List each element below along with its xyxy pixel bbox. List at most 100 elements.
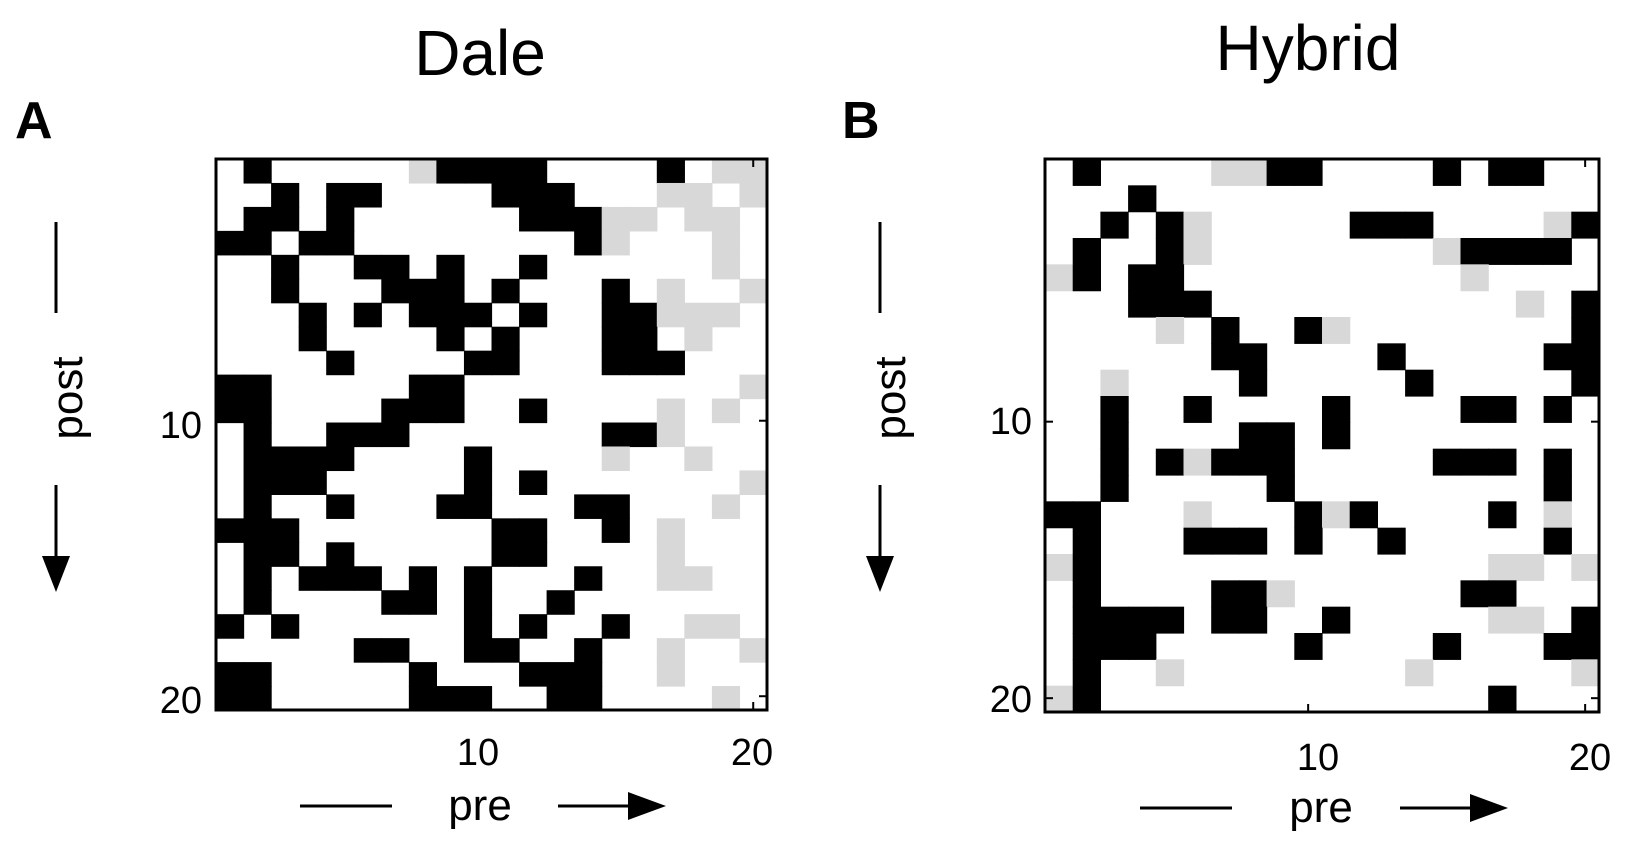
- panel-b-cell: [1515, 290, 1545, 318]
- panel-a-cell: [353, 182, 382, 208]
- panel-a-cell: [243, 398, 272, 424]
- panel-a-cell: [546, 182, 575, 208]
- panel-a-cell: [656, 398, 685, 424]
- panel-a-cell: [271, 182, 300, 208]
- panel-a-cell: [408, 662, 437, 687]
- panel-a-cell: [656, 518, 685, 543]
- panel-a-cell: [601, 206, 630, 232]
- panel-a-cell: [381, 590, 410, 615]
- panel-b-cell: [1322, 606, 1351, 634]
- panel-b-cell: [1405, 369, 1434, 397]
- panel-a-cell: [629, 206, 658, 232]
- panel-a-cell: [491, 518, 520, 543]
- panel-b-cell: [1072, 238, 1101, 265]
- panel-b-cell: [1183, 396, 1212, 423]
- panel-a-cell: [326, 542, 355, 567]
- panel-b-cell: [1322, 422, 1351, 450]
- panel-a-cell: [574, 566, 603, 591]
- panel-a-cell: [519, 302, 548, 328]
- panel-a-cell: [436, 302, 465, 328]
- panel-b-cell: [1571, 369, 1600, 397]
- panel-a-cell: [574, 494, 603, 519]
- panel-a-cell: [656, 159, 685, 184]
- panel-a-cell: [243, 662, 272, 687]
- panel-a-cell: [463, 590, 493, 615]
- panel-b-cell: [1488, 448, 1517, 476]
- panel-a-cell: [326, 566, 355, 591]
- panel-a-cell: [629, 350, 658, 376]
- panel-b-cell: [1211, 527, 1240, 555]
- panel-b-cell: [1488, 554, 1517, 581]
- panel-b-cell: [1238, 159, 1268, 186]
- panel-b-cell: [1543, 396, 1572, 423]
- panel-a-cell: [381, 638, 410, 663]
- panel-a-cell: [326, 350, 355, 376]
- panel-a-cell: [271, 446, 300, 472]
- panel-a-cell: [601, 518, 630, 543]
- panel-a-cell: [436, 159, 465, 184]
- panel-b-cell: [1100, 475, 1129, 502]
- panel-a-cell: [601, 326, 630, 352]
- panel-b-cell: [1294, 633, 1323, 660]
- panel-a-cell: [243, 590, 272, 615]
- panel-b-cell: [1155, 659, 1185, 687]
- panel-b-cell: [1072, 554, 1101, 581]
- panel-b-cell: [1571, 343, 1600, 371]
- panel-b-cell: [1155, 448, 1185, 476]
- panel-a-x-arrow: [300, 792, 666, 820]
- panel-b-cell: [1100, 211, 1129, 239]
- panel-b-cell: [1072, 580, 1101, 608]
- panel-b-cell: [1072, 659, 1101, 687]
- panel-b-cell: [1266, 475, 1295, 502]
- panel-b-cell: [1155, 238, 1185, 265]
- panel-a-cell: [243, 518, 272, 543]
- panel-b-cell: [1072, 264, 1101, 292]
- panel-a-cell: [463, 566, 493, 591]
- panel-b-cell: [1045, 264, 1074, 292]
- panel-a-xtick-20: 20: [731, 732, 773, 774]
- panel-b-cell: [1183, 448, 1212, 476]
- panel-a-cell: [243, 206, 272, 232]
- panel-a-cell: [491, 182, 520, 208]
- panel-a-cell: [216, 374, 245, 400]
- panel-b-cell: [1460, 264, 1489, 292]
- panel-a-cell: [519, 518, 548, 543]
- panel-a-cell: [519, 398, 548, 424]
- panel-a-cell: [298, 302, 327, 328]
- panel-b-cell: [1488, 685, 1517, 713]
- panel-b-cell: [1072, 633, 1101, 660]
- panel-a-cell: [491, 278, 520, 304]
- panel-a-cell: [684, 446, 713, 472]
- panel-a-cell: [711, 159, 741, 184]
- panel-a-cell: [491, 326, 520, 352]
- panel-a-cell: [408, 159, 437, 184]
- panel-b-cell: [1100, 369, 1129, 397]
- panel-b-cell: [1100, 448, 1129, 476]
- panel-b-cell: [1377, 343, 1406, 371]
- panel-a-cell: [353, 422, 382, 448]
- panel-b-cell: [1211, 448, 1240, 476]
- panel-a-cell: [656, 566, 685, 591]
- panel-b-cell: [1377, 211, 1406, 239]
- panel-a-cell: [656, 638, 685, 663]
- panel-a-letter: A: [15, 92, 53, 150]
- panel-b-cell: [1322, 396, 1351, 423]
- panel-b-cell: [1211, 317, 1240, 344]
- panel-b-cell: [1543, 527, 1572, 555]
- panel-a-cell: [381, 254, 410, 280]
- panel-b-cell: [1571, 554, 1600, 581]
- panel-b-cell: [1543, 238, 1572, 265]
- panel-b-cell: [1460, 396, 1489, 423]
- panel-a-cell: [629, 422, 658, 448]
- panel-a-cell: [491, 350, 520, 376]
- panel-b-cell: [1488, 501, 1517, 529]
- panel-a-cell: [436, 494, 465, 519]
- panel-b-cell: [1543, 343, 1572, 371]
- panel-a-cell: [408, 566, 437, 591]
- panel-b-cell: [1294, 501, 1323, 529]
- panel-b-cell: [1045, 554, 1074, 581]
- panel-a-cell: [271, 518, 300, 543]
- panel-a-cell: [519, 254, 548, 280]
- panel-a-cell: [601, 422, 630, 448]
